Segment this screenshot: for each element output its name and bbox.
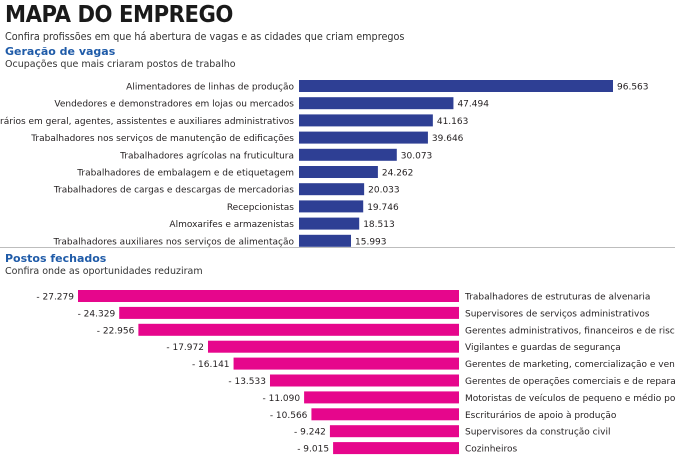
value-label-hiring: 30.073	[401, 151, 433, 161]
category-label-closed: Gerentes administrativos, financeiros e …	[465, 326, 675, 336]
bar-hiring	[299, 234, 352, 247]
category-label-closed: Escriturários de apoio à produção	[465, 411, 617, 421]
value-label-closed: - 11.090	[262, 394, 300, 404]
bar-hiring	[299, 183, 365, 196]
value-label-hiring: 96.563	[617, 83, 649, 93]
category-label-hiring: Trabalhadores auxiliares nos serviços de…	[53, 237, 295, 247]
bar-hiring	[299, 131, 428, 144]
value-label-closed: - 24.329	[78, 309, 116, 319]
bar-closed	[138, 323, 459, 336]
value-label-hiring: 15.993	[355, 237, 387, 247]
value-label-closed: - 9.015	[297, 445, 329, 455]
value-label-closed: - 10.566	[270, 411, 308, 421]
value-label-hiring: 19.746	[367, 203, 399, 213]
value-label-closed: - 17.972	[166, 343, 204, 353]
value-label-hiring: 20.033	[368, 186, 400, 196]
category-label-closed: Gerentes de operações comerciais e de re…	[465, 377, 675, 387]
value-label-hiring: 39.646	[432, 134, 464, 144]
bar-hiring	[299, 148, 397, 161]
category-label-hiring: Trabalhadores de cargas e descargas de m…	[53, 186, 294, 196]
page-subtitle: Confira profissões em que há abertura de…	[5, 31, 405, 43]
category-label-hiring: Trabalhadores agrícolas na fruticultura	[119, 151, 294, 161]
value-label-closed: - 13.533	[228, 377, 266, 387]
value-label-hiring: 18.513	[363, 220, 395, 230]
category-label-hiring: Escriturários em geral, agentes, assiste…	[0, 117, 294, 127]
category-label-hiring: Trabalhadores nos serviços de manutenção…	[30, 134, 294, 144]
category-label-closed: Supervisores de serviços administrativos	[465, 309, 650, 319]
category-label-hiring: Trabalhadores de embalagem e de etiqueta…	[76, 169, 294, 179]
value-label-closed: - 27.279	[36, 293, 74, 303]
value-label-closed: - 16.141	[192, 360, 230, 370]
value-label-hiring: 41.163	[437, 117, 469, 127]
section-divider	[0, 247, 675, 248]
bar-closed	[304, 391, 459, 404]
bar-closed	[207, 340, 459, 353]
bar-hiring	[299, 200, 364, 213]
bar-hiring	[299, 97, 454, 110]
section-title-closed: Postos fechados	[5, 252, 107, 265]
value-label-closed: - 22.956	[97, 326, 135, 336]
bar-closed	[233, 357, 459, 370]
bar-closed	[119, 306, 459, 319]
bar-hiring	[299, 80, 613, 92]
section-subtitle-closed: Confira onde as oportunidades reduziram	[5, 266, 203, 277]
bar-closed	[311, 408, 459, 421]
category-label-hiring: Vendedores e demonstradores em lojas ou …	[54, 100, 294, 110]
category-label-closed: Cozinheiros	[465, 445, 517, 455]
category-label-hiring: Alimentadores de linhas de produção	[126, 83, 294, 93]
bar-closed	[78, 290, 459, 302]
bar-closed	[333, 442, 459, 455]
category-label-closed: Trabalhadores de estruturas de alvenaria	[464, 293, 650, 303]
bar-hiring	[299, 114, 433, 127]
bar-hiring	[299, 166, 378, 178]
category-label-closed: Gerentes de marketing, comercialização e…	[465, 360, 675, 370]
category-label-closed: Supervisores da construção civil	[465, 428, 610, 438]
page-title: MAPA DO EMPREGO	[5, 2, 233, 28]
section-title-hiring: Geração de vagas	[5, 45, 116, 58]
category-label-hiring: Almoxarifes e armazenistas	[169, 220, 294, 230]
bar-closed	[269, 374, 459, 387]
value-label-closed: - 9.242	[294, 428, 326, 438]
section-subtitle-hiring: Ocupações que mais criaram postos de tra…	[5, 59, 236, 70]
category-label-closed: Vigilantes e guardas de segurança	[465, 343, 621, 353]
category-label-hiring: Recepcionistas	[227, 203, 294, 213]
value-label-hiring: 47.494	[457, 100, 489, 110]
bar-closed	[329, 425, 459, 438]
bar-hiring	[299, 217, 360, 230]
value-label-hiring: 24.262	[382, 169, 414, 179]
category-label-closed: Motoristas de veículos de pequeno e médi…	[465, 393, 675, 404]
